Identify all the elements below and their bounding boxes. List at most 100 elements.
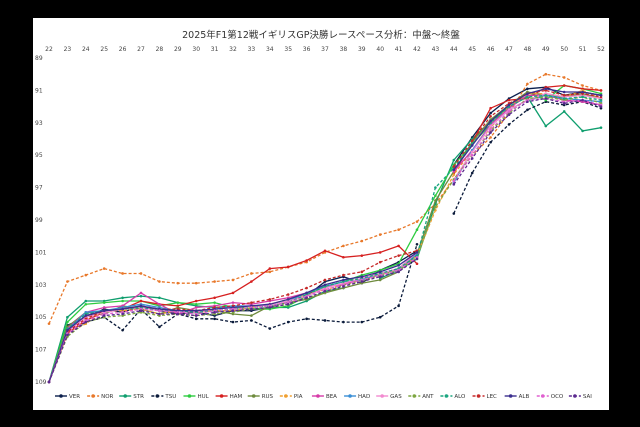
data-point-lec bbox=[452, 165, 456, 168]
data-point-sai bbox=[213, 311, 216, 314]
data-point-bea bbox=[102, 306, 106, 309]
series-had bbox=[47, 93, 603, 384]
data-point-hul bbox=[213, 301, 216, 304]
x-tick-label: 36 bbox=[303, 46, 311, 53]
series-line-pia bbox=[48, 89, 602, 383]
data-point-alb bbox=[452, 168, 456, 172]
data-point-ham bbox=[286, 265, 290, 269]
data-point-nor bbox=[250, 272, 253, 275]
series-alo bbox=[47, 93, 603, 384]
series-str bbox=[47, 95, 603, 384]
series-bea bbox=[47, 93, 603, 384]
y-tick-label: 97 bbox=[35, 185, 43, 192]
legend-marker bbox=[444, 394, 449, 398]
data-point-sai bbox=[562, 102, 566, 105]
x-tick-label: 47 bbox=[505, 46, 513, 53]
data-point-ham bbox=[378, 251, 382, 254]
data-point-alb bbox=[489, 119, 492, 123]
legend-item-lec: LEC bbox=[472, 394, 497, 400]
data-point-tsu bbox=[378, 315, 382, 319]
data-point-alb bbox=[102, 309, 106, 313]
legend-marker bbox=[573, 394, 577, 398]
x-tick-label: 44 bbox=[450, 46, 458, 53]
data-point-nor bbox=[268, 270, 272, 274]
data-point-ham bbox=[268, 267, 272, 270]
x-tick-label: 37 bbox=[321, 46, 329, 53]
data-point-sai bbox=[250, 307, 253, 311]
legend-marker bbox=[91, 394, 95, 398]
data-point-lec bbox=[489, 115, 492, 118]
data-point-lec bbox=[397, 254, 400, 257]
data-point-bea bbox=[139, 291, 143, 295]
data-point-tsu bbox=[470, 171, 474, 175]
data-point-lec bbox=[250, 301, 253, 304]
data-point-sai bbox=[102, 314, 106, 317]
data-point-tsu bbox=[489, 140, 492, 144]
series-ant bbox=[47, 95, 603, 384]
data-point-sai bbox=[397, 270, 400, 274]
data-point-ham bbox=[323, 249, 327, 253]
data-point-lec bbox=[360, 270, 364, 274]
x-tick-label: 38 bbox=[340, 46, 348, 53]
data-point-ham bbox=[139, 299, 143, 303]
data-point-alo bbox=[562, 97, 566, 100]
series-hul bbox=[47, 84, 603, 384]
x-tick-label: 28 bbox=[156, 46, 164, 53]
data-point-sai bbox=[489, 131, 492, 134]
legend-item-gas: GAS bbox=[376, 394, 402, 400]
data-point-alb bbox=[66, 328, 69, 332]
x-tick-label: 25 bbox=[100, 46, 108, 53]
x-axis-ticks: 22 23 24 25 26 27 28 29 30 31 32 33 34 35 36 37 38 39 40 41… bbox=[45, 46, 605, 53]
series-line-alo bbox=[48, 94, 602, 383]
data-point-tsu bbox=[305, 317, 308, 321]
data-point-alb bbox=[562, 90, 566, 94]
data-point-bea bbox=[194, 306, 198, 309]
legend-item-alo: ALO bbox=[440, 394, 466, 400]
data-point-sai bbox=[544, 97, 548, 100]
series-line-tsu bbox=[453, 101, 602, 214]
data-point-nor bbox=[194, 281, 198, 285]
data-point-ham bbox=[415, 262, 419, 266]
legend-item-rus: RUS bbox=[247, 394, 274, 400]
data-point-tsu bbox=[121, 328, 124, 332]
legend-label: ALB bbox=[519, 394, 530, 400]
data-point-alb bbox=[139, 304, 143, 308]
data-point-sai bbox=[305, 296, 308, 300]
legend-item-hul: HUL bbox=[183, 394, 210, 400]
data-point-tsu bbox=[250, 319, 253, 322]
legend-item-sai: SAI bbox=[568, 394, 592, 400]
data-point-tsu bbox=[507, 123, 511, 126]
data-point-tsu bbox=[452, 212, 456, 215]
series-ver bbox=[47, 85, 603, 384]
data-point-alb bbox=[526, 92, 529, 95]
data-point-alb bbox=[194, 309, 198, 313]
legend-item-had: HAD bbox=[344, 394, 370, 400]
data-point-str bbox=[581, 129, 584, 133]
legend-marker bbox=[155, 394, 160, 398]
data-point-sai bbox=[360, 280, 364, 283]
data-point-ham bbox=[489, 106, 492, 110]
data-point-gas bbox=[470, 150, 474, 154]
data-point-oco bbox=[158, 309, 161, 313]
data-point-sai bbox=[599, 105, 603, 108]
legend-item-ant: ANT bbox=[408, 394, 434, 400]
legend-marker bbox=[219, 394, 224, 398]
y-tick-label: 103 bbox=[35, 282, 47, 289]
data-point-hul bbox=[434, 194, 437, 197]
data-point-alb bbox=[397, 264, 400, 267]
data-point-ant bbox=[434, 205, 437, 209]
data-point-tsu bbox=[158, 325, 161, 329]
legend-label: NOR bbox=[101, 394, 113, 400]
series-line-ant bbox=[48, 96, 602, 383]
data-point-alb bbox=[360, 275, 364, 279]
data-point-nor bbox=[176, 281, 180, 285]
legend-marker bbox=[540, 394, 545, 398]
legend-marker bbox=[284, 394, 288, 398]
x-tick-label: 46 bbox=[487, 46, 495, 53]
legend-label: TSU bbox=[164, 394, 176, 400]
data-point-nor bbox=[213, 280, 216, 283]
legend-item-ham: HAM bbox=[215, 394, 242, 400]
legend-item-alb: ALB bbox=[504, 394, 530, 400]
data-point-alo bbox=[599, 98, 603, 102]
data-point-str bbox=[599, 126, 603, 129]
